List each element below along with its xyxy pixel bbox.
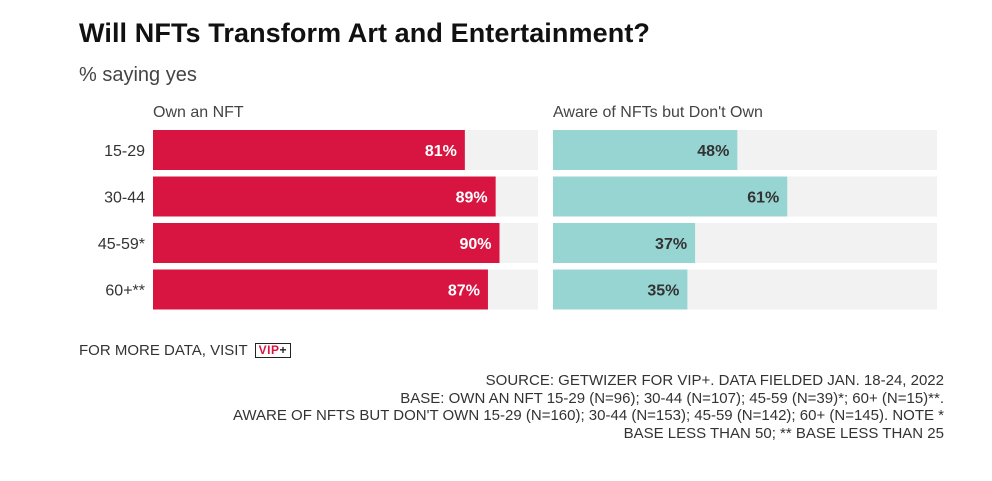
more-data-note: FOR MORE DATA, VISIT VIP+ xyxy=(79,342,291,359)
data-label: 90% xyxy=(459,236,491,253)
category-label: 30-44 xyxy=(104,190,145,207)
bar[interactable] xyxy=(153,223,500,263)
data-label: 37% xyxy=(655,236,687,253)
data-label: 89% xyxy=(456,190,488,207)
data-label: 87% xyxy=(448,283,480,300)
bar[interactable] xyxy=(153,176,496,217)
bar[interactable] xyxy=(153,130,465,170)
chart-subtitle: % saying yes xyxy=(79,64,197,86)
vip-logo-text: VIP xyxy=(258,343,280,357)
series-header: Aware of NFTs but Don't Own xyxy=(553,104,763,121)
bar[interactable] xyxy=(553,269,688,310)
source-line: BASE LESS THAN 50; ** BASE LESS THAN 25 xyxy=(623,424,944,442)
category-label: 45-59* xyxy=(98,236,145,253)
category-label: 60+** xyxy=(105,283,145,300)
data-label: 48% xyxy=(697,143,729,160)
chart-title: Will NFTs Transform Art and Entertainmen… xyxy=(79,18,651,48)
data-label: 81% xyxy=(425,143,457,160)
series-header: Own an NFT xyxy=(153,104,244,121)
bar[interactable] xyxy=(553,223,696,263)
source-line: AWARE OF NFTS BUT DON'T OWN 15-29 (N=160… xyxy=(232,407,944,424)
data-label: 35% xyxy=(647,283,679,300)
vip-plus-logo[interactable]: VIP+ xyxy=(254,343,291,358)
source-line: SOURCE: GETWIZER FOR VIP+. DATA FIELDED … xyxy=(485,372,944,389)
data-label: 61% xyxy=(747,190,779,207)
bar[interactable] xyxy=(553,130,738,170)
vip-logo-plus: + xyxy=(279,343,287,357)
source-line: BASE: OWN AN NFT 15-29 (N=96); 30-44 (N=… xyxy=(400,389,944,407)
bar-chart: Own an NFT Aware of NFTs but Don't Own 15-… xyxy=(98,104,937,310)
more-data-label: FOR MORE DATA, VISIT xyxy=(79,342,248,359)
bar[interactable] xyxy=(553,176,788,217)
bar[interactable] xyxy=(153,269,488,310)
category-label: 15-29 xyxy=(104,143,145,160)
source-note: SOURCE: GETWIZER FOR VIP+. DATA FIELDED … xyxy=(64,372,944,442)
